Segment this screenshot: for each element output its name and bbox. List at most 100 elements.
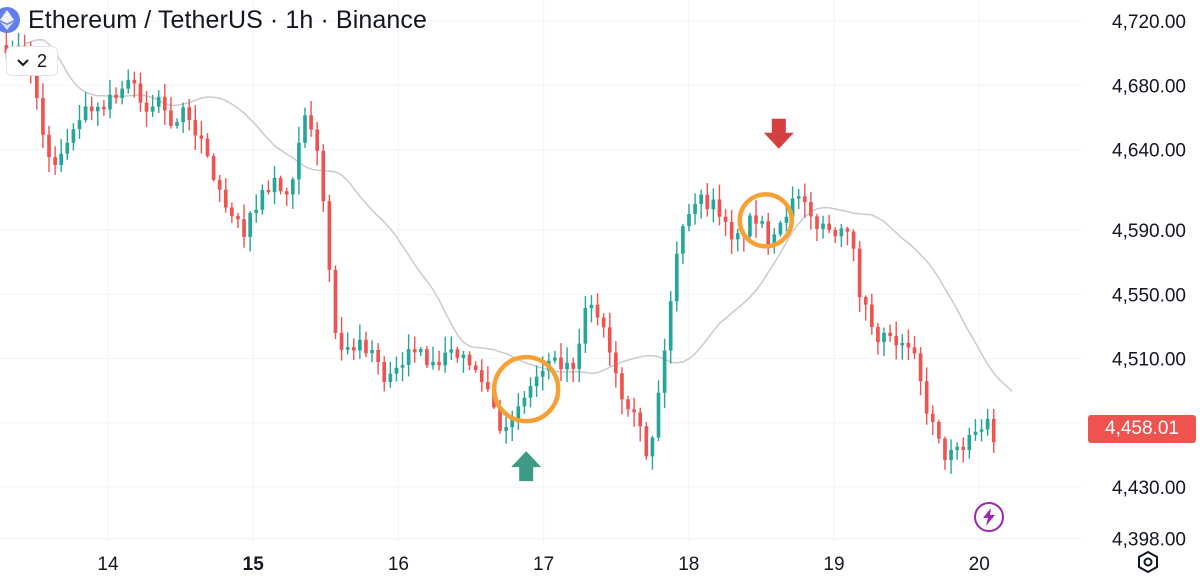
candle-up[interactable]	[77, 104, 82, 139]
time-axis[interactable]: 14 15 16 17 18 19 20	[97, 554, 989, 575]
candle-down[interactable]	[620, 367, 624, 415]
candle-up[interactable]	[693, 193, 697, 225]
candle-down[interactable]	[961, 437, 966, 463]
candle-down[interactable]	[278, 175, 283, 195]
candle-down[interactable]	[729, 209, 734, 255]
candle-down[interactable]	[869, 293, 874, 335]
candle-down[interactable]	[857, 241, 862, 312]
candle-up[interactable]	[687, 203, 691, 232]
candle-down[interactable]	[321, 144, 326, 212]
candle-up[interactable]	[760, 215, 764, 229]
candle-down[interactable]	[425, 345, 429, 369]
candle-up[interactable]	[772, 228, 777, 254]
candle-down[interactable]	[595, 293, 600, 326]
candle-down[interactable]	[162, 83, 167, 125]
candle-down[interactable]	[412, 336, 417, 363]
candle-down[interactable]	[467, 351, 472, 371]
candle-up[interactable]	[504, 412, 508, 444]
candle-up[interactable]	[796, 189, 801, 210]
candle-down[interactable]	[102, 99, 106, 116]
candle-down[interactable]	[943, 436, 947, 470]
candle-down[interactable]	[607, 312, 612, 366]
candle-up[interactable]	[181, 102, 185, 133]
candle-down[interactable]	[473, 361, 478, 373]
candle-up[interactable]	[900, 334, 905, 360]
candle-down[interactable]	[351, 338, 356, 361]
candle-down[interactable]	[144, 91, 149, 127]
candle-up[interactable]	[528, 377, 533, 408]
candle-up[interactable]	[394, 356, 399, 382]
candle-up[interactable]	[71, 123, 76, 151]
candle-up[interactable]	[839, 223, 844, 248]
candle-up[interactable]	[59, 138, 64, 172]
candle-up[interactable]	[565, 347, 569, 383]
candle-down[interactable]	[845, 226, 850, 246]
candle-up[interactable]	[272, 166, 277, 205]
candle-up[interactable]	[83, 92, 88, 123]
candle-up[interactable]	[260, 184, 265, 215]
candle-up[interactable]	[699, 189, 703, 219]
indicator-toggle-button[interactable]: 2	[6, 46, 58, 76]
candle-up[interactable]	[656, 380, 661, 442]
candle-down[interactable]	[437, 350, 441, 371]
candle-down[interactable]	[815, 213, 819, 242]
candle-up[interactable]	[516, 393, 521, 430]
candle-down[interactable]	[211, 153, 216, 182]
candle-down[interactable]	[41, 83, 45, 149]
candle-down[interactable]	[223, 178, 228, 213]
candle-down[interactable]	[333, 265, 338, 340]
candle-down[interactable]	[376, 343, 380, 375]
lightning-icon[interactable]	[974, 502, 1004, 532]
candle-down[interactable]	[717, 184, 722, 226]
candle-down[interactable]	[382, 356, 387, 392]
candle-down[interactable]	[906, 329, 911, 360]
settings-hexagon-icon[interactable]	[1136, 550, 1160, 574]
candle-down[interactable]	[638, 407, 643, 442]
candle-down[interactable]	[479, 359, 484, 392]
candle-up[interactable]	[431, 346, 435, 370]
candle-down[interactable]	[876, 322, 880, 355]
candle-down[interactable]	[863, 295, 868, 321]
candle-down[interactable]	[802, 183, 807, 218]
candle-down[interactable]	[809, 191, 813, 230]
candle-down[interactable]	[47, 125, 51, 173]
candle-up[interactable]	[979, 419, 984, 442]
candle-down[interactable]	[315, 122, 320, 166]
candle-down[interactable]	[114, 87, 118, 104]
candle-down[interactable]	[236, 212, 240, 228]
candle-down[interactable]	[284, 187, 289, 207]
candle-up[interactable]	[583, 296, 588, 353]
candle-up[interactable]	[345, 332, 350, 355]
candle-down[interactable]	[559, 343, 563, 381]
candle-down[interactable]	[833, 227, 838, 243]
candle-down[interactable]	[924, 367, 929, 425]
candle-up[interactable]	[290, 177, 295, 209]
candle-up[interactable]	[400, 352, 405, 382]
candle-down[interactable]	[827, 214, 831, 234]
candle-down[interactable]	[486, 366, 490, 393]
candle-down[interactable]	[138, 72, 143, 112]
candle-up[interactable]	[711, 188, 716, 223]
candle-down[interactable]	[53, 146, 57, 175]
candle-up[interactable]	[120, 80, 124, 105]
candle-down[interactable]	[132, 71, 137, 98]
candle-up[interactable]	[589, 295, 594, 323]
candle-up[interactable]	[370, 340, 374, 363]
candle-down[interactable]	[918, 347, 923, 396]
candle-up[interactable]	[175, 118, 179, 129]
candle-down[interactable]	[230, 202, 234, 224]
candle-down[interactable]	[754, 200, 758, 238]
candle-down[interactable]	[614, 340, 618, 388]
candle-down[interactable]	[242, 204, 246, 248]
candle-up[interactable]	[985, 409, 990, 436]
candle-up[interactable]	[418, 346, 423, 356]
candle-up[interactable]	[388, 361, 393, 388]
candle-down[interactable]	[894, 321, 899, 360]
candle-down[interactable]	[626, 395, 630, 417]
candle-down[interactable]	[723, 208, 728, 237]
candle-down[interactable]	[571, 357, 576, 383]
candle-up[interactable]	[735, 228, 740, 252]
candle-up[interactable]	[108, 79, 112, 119]
candle-up[interactable]	[461, 350, 466, 373]
